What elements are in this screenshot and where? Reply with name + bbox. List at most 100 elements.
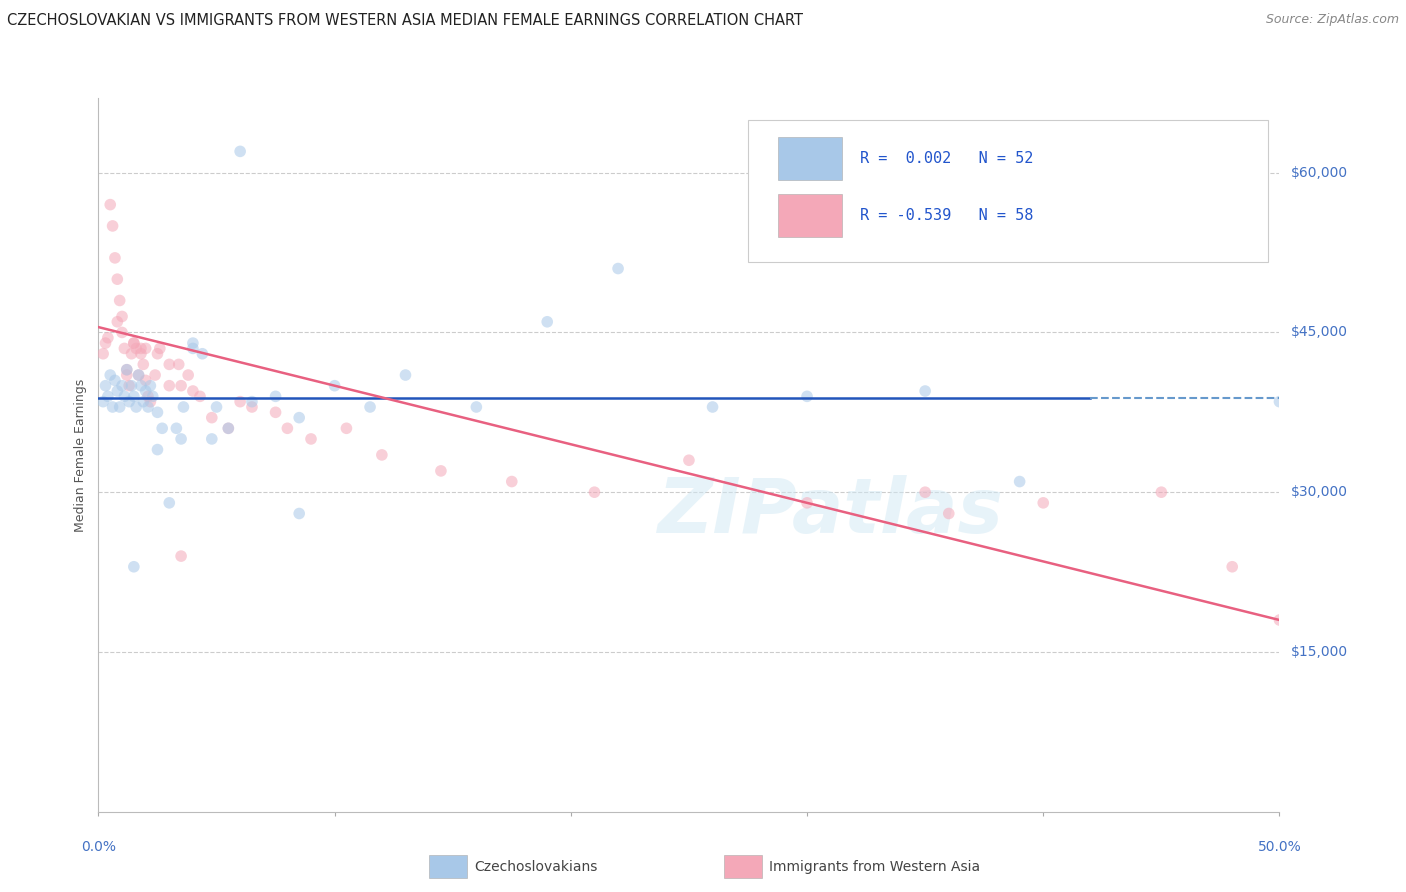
Point [157,378,180,392]
Point [1268,394,1291,409]
Text: R =  0.002   N = 52: R = 0.002 N = 52 [860,152,1033,166]
Point [132,394,155,409]
Point [136,389,159,403]
Point [122,336,145,351]
Point [104,251,127,265]
Text: ZIPatlas: ZIPatlas [658,475,1004,549]
Point [105,272,128,286]
Point [97,331,120,345]
Point [201,432,224,446]
Point [149,342,172,356]
Point [135,342,157,356]
Point [136,400,159,414]
Point [143,368,166,382]
Point [181,342,204,356]
Text: $15,000: $15,000 [1291,645,1348,659]
Point [465,400,488,414]
Point [796,496,818,510]
Text: CZECHOSLOVAKIAN VS IMMIGRANTS FROM WESTERN ASIA MEDIAN FEMALE EARNINGS CORRELATI: CZECHOSLOVAKIAN VS IMMIGRANTS FROM WESTE… [7,13,803,29]
Point [105,384,128,398]
Point [115,362,138,376]
Point [146,442,169,457]
Point [157,496,180,510]
Point [94,378,117,392]
Point [172,400,194,414]
Point [167,358,190,372]
Point [108,400,131,414]
Point [118,378,141,392]
Point [101,219,124,233]
Point [181,384,204,398]
Point [1268,613,1291,627]
Point [150,421,173,435]
Point [205,400,228,414]
Point [122,336,145,351]
Point [188,389,211,403]
FancyBboxPatch shape [724,855,762,878]
Point [122,389,145,403]
Text: 0.0%: 0.0% [82,840,115,855]
Point [1008,475,1031,489]
Point [240,400,263,414]
Point [115,362,138,376]
Point [104,373,127,387]
Point [170,378,193,392]
Point [94,336,117,351]
Point [157,358,180,372]
Point [97,389,120,403]
Point [191,347,214,361]
Point [276,421,298,435]
Point [217,421,239,435]
Text: Source: ZipAtlas.com: Source: ZipAtlas.com [1265,13,1399,27]
Point [323,378,346,392]
Point [129,347,152,361]
Point [583,485,606,500]
Text: 50.0%: 50.0% [1257,840,1302,855]
Point [112,342,135,356]
Point [201,410,224,425]
Text: $60,000: $60,000 [1291,166,1348,179]
Point [170,549,193,563]
Point [91,347,114,361]
Point [132,358,155,372]
FancyBboxPatch shape [429,855,467,878]
Point [371,448,394,462]
Point [938,507,960,521]
Point [607,261,630,276]
Point [181,336,204,351]
Point [139,378,162,392]
Point [501,475,523,489]
Point [118,394,141,409]
Point [111,378,134,392]
Point [125,342,148,356]
Text: $30,000: $30,000 [1291,485,1348,500]
FancyBboxPatch shape [748,120,1268,262]
Point [135,373,157,387]
Point [112,389,135,403]
Point [217,421,239,435]
Point [1150,485,1173,500]
Point [430,464,453,478]
FancyBboxPatch shape [778,194,842,237]
Point [101,400,124,414]
Point [914,384,936,398]
Point [91,394,114,409]
Point [264,389,287,403]
Point [108,293,131,308]
Text: Czechoslovakians: Czechoslovakians [474,860,598,873]
Point [359,400,381,414]
Point [170,432,193,446]
Point [122,559,145,574]
Point [229,394,252,409]
Point [121,347,143,361]
Point [796,389,818,403]
Point [121,378,143,392]
Point [240,394,263,409]
Point [335,421,357,435]
Point [914,485,936,500]
Point [135,384,157,398]
Point [1220,559,1243,574]
Point [536,315,558,329]
Point [139,394,162,409]
Text: $45,000: $45,000 [1291,326,1348,340]
